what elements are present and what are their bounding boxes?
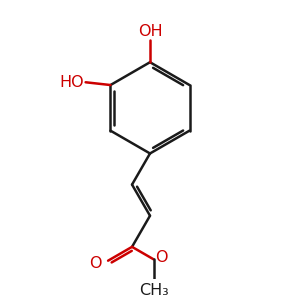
Text: O: O (155, 250, 167, 266)
Text: CH₃: CH₃ (139, 283, 169, 298)
Text: HO: HO (60, 75, 84, 90)
Text: O: O (89, 256, 101, 271)
Text: OH: OH (138, 24, 162, 39)
